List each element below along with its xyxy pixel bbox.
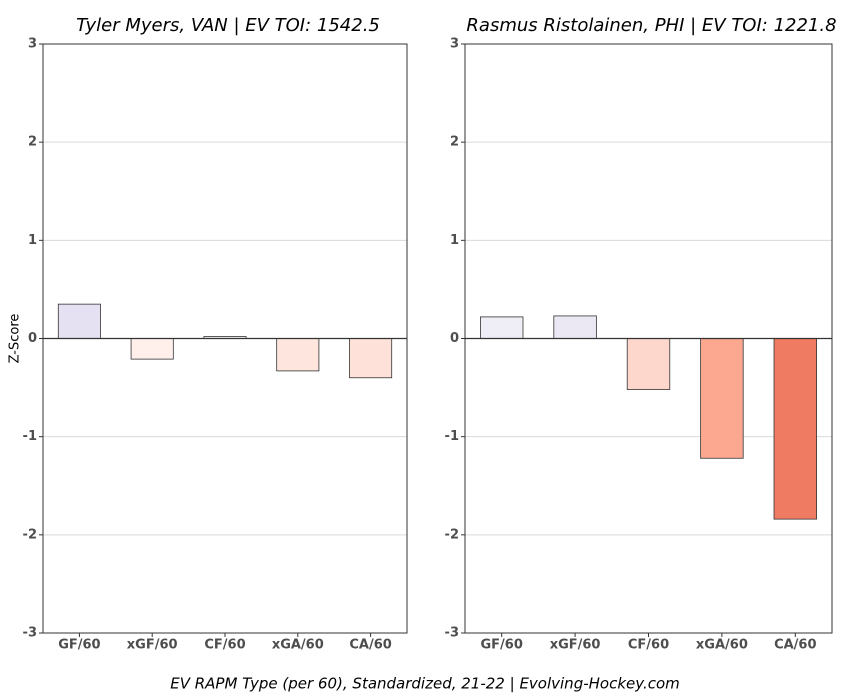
x-tick-label: GF/60: [481, 638, 523, 653]
y-tick-label: 2: [28, 135, 37, 150]
y-tick-label: 1: [28, 233, 37, 248]
bar: [349, 338, 393, 379]
y-tick-label: -3: [445, 626, 459, 641]
bar: [57, 303, 101, 339]
x-tick-label: CF/60: [204, 638, 245, 653]
bar: [773, 338, 817, 520]
plot-frame: [464, 43, 833, 634]
chart-title: Rasmus Ristolainen, PHI | EV TOI: 1221.8: [466, 15, 836, 36]
y-tick-label: -1: [23, 429, 37, 444]
x-tick-label: xGF/60: [127, 638, 178, 653]
y-axis-label: Z-Score: [8, 314, 23, 364]
plot-frame: [42, 43, 408, 634]
y-tick-label: -2: [445, 527, 459, 542]
bar: [276, 338, 320, 372]
x-tick-label: CF/60: [628, 638, 669, 653]
y-tick-label: 3: [450, 37, 459, 52]
y-tick-label: 2: [450, 135, 459, 150]
caption: EV RAPM Type (per 60), Standardized, 21-…: [170, 675, 680, 693]
x-tick-label: xGA/60: [696, 638, 748, 653]
x-tick-label: xGA/60: [272, 638, 324, 653]
y-tick-label: -1: [445, 429, 459, 444]
y-tick-label: 1: [450, 233, 459, 248]
y-tick-label: -2: [23, 527, 37, 542]
y-tick-label: -3: [23, 626, 37, 641]
chart-title: Tyler Myers, VAN | EV TOI: 1542.5: [76, 15, 380, 36]
x-tick-label: xGF/60: [550, 638, 601, 653]
bar: [626, 338, 671, 390]
x-tick-label: GF/60: [58, 638, 100, 653]
y-tick-label: 3: [28, 37, 37, 52]
bar: [480, 316, 524, 339]
bar: [553, 315, 597, 339]
bar: [130, 338, 174, 360]
y-tick-label: 0: [450, 331, 459, 346]
bar: [700, 338, 744, 459]
x-tick-label: CA/60: [774, 638, 816, 653]
x-tick-label: CA/60: [349, 638, 391, 653]
y-tick-label: 0: [28, 331, 37, 346]
